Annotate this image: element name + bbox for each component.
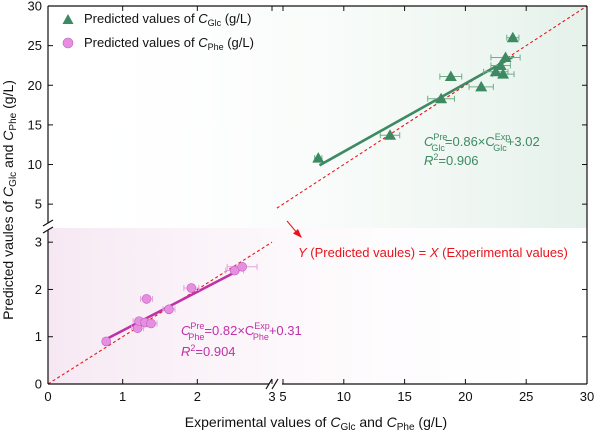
y-tick-label: 0 [35,377,42,392]
data-point-glc [435,92,448,104]
axes-frame [47,5,588,385]
x-tick-label: 30 [580,389,594,404]
legend-label-glc: Predicted values of CGlc (g/L) [84,11,251,28]
phe-r-squared: R2=0.904 [181,343,236,359]
data-point-phe [237,261,247,272]
legend: Predicted values of CGlc (g/L) Predicted… [62,11,254,52]
fit-lines-layer [105,55,515,341]
data-point-phe [141,294,152,304]
data-point-glc [444,70,457,82]
points-layer [101,31,519,347]
fit-line-glc [318,55,515,167]
y-axis-title: Predicted vaules of CGlc and CPhe (g/L) [0,80,19,320]
y-axis-break-mark [42,226,54,234]
x-axis-break-mark [271,378,279,390]
x-axis-break-mark [265,378,273,390]
diagonal-annotation: Y (Predicted vaules) = X (Experimental v… [286,220,568,260]
x-tick-label: 3 [268,389,275,404]
lower-region-background [48,228,587,384]
legend-marker-glc-triangle [62,14,74,24]
y-tick-label: 3 [35,235,42,250]
data-point-phe [186,283,197,293]
x-tick-label: 2 [194,389,201,404]
x-tick-label: 20 [458,389,472,404]
phe-fit-annotation: CPre Phe=0.82×CExp Phe+0.31 R2=0.904 [181,321,302,359]
x-tick-label: 15 [397,389,411,404]
y-tick-label: 20 [28,78,42,93]
x-axis-title: Experimental values of CGlc and CPhe (g/… [185,414,447,432]
data-point-phe [229,265,240,276]
data-point-glc [499,51,512,63]
x-tick-label: 1 [119,389,126,404]
axis-breaks [42,219,279,390]
diagonal-label: Y (Predicted vaules) = X (Experimental v… [298,245,568,260]
data-point-glc [489,65,502,77]
data-point-glc [475,80,488,92]
data-point-glc [506,31,519,43]
legend-label-phe: Predicted values of CPhe (g/L) [84,35,254,52]
x-tick-label: 10 [337,389,351,404]
y-tick-label: 25 [28,38,42,53]
glc-fit-equation: CPre Glc=0.86×CExp Glc+3.02 [424,132,540,153]
data-point-phe [146,318,156,329]
fit-line-phe [105,266,245,341]
upper-region-background [48,6,587,228]
x-tick-label: 5 [279,389,286,404]
y-tick-label: 15 [28,117,42,132]
data-point-glc [384,129,397,140]
data-point-phe [164,304,174,315]
diagonal-arrow-head [293,229,302,238]
y-tick-label: 2 [35,282,42,297]
data-point-glc [494,59,507,70]
legend-marker-phe-circle [62,37,74,49]
diagonal-line-upper [276,6,587,209]
y-tick-label: 10 [28,157,42,172]
glc-r-squared: R2=0.906 [424,152,479,168]
y-tick-label: 5 [35,197,42,212]
x-tick-label: 25 [519,389,533,404]
y-axis-break-mark [42,219,54,227]
data-point-phe [101,336,112,347]
glc-fit-annotation: CPre Glc=0.86×CExp Glc+3.02 R2=0.906 [424,132,540,168]
data-point-glc [312,152,325,163]
phe-fit-equation: CPre Phe=0.82×CExp Phe+0.31 [181,321,302,342]
y-tick-label: 30 [28,0,42,14]
data-point-glc [497,68,510,79]
x-tick-label: 0 [44,389,51,404]
y-tick-label: 1 [35,329,42,344]
